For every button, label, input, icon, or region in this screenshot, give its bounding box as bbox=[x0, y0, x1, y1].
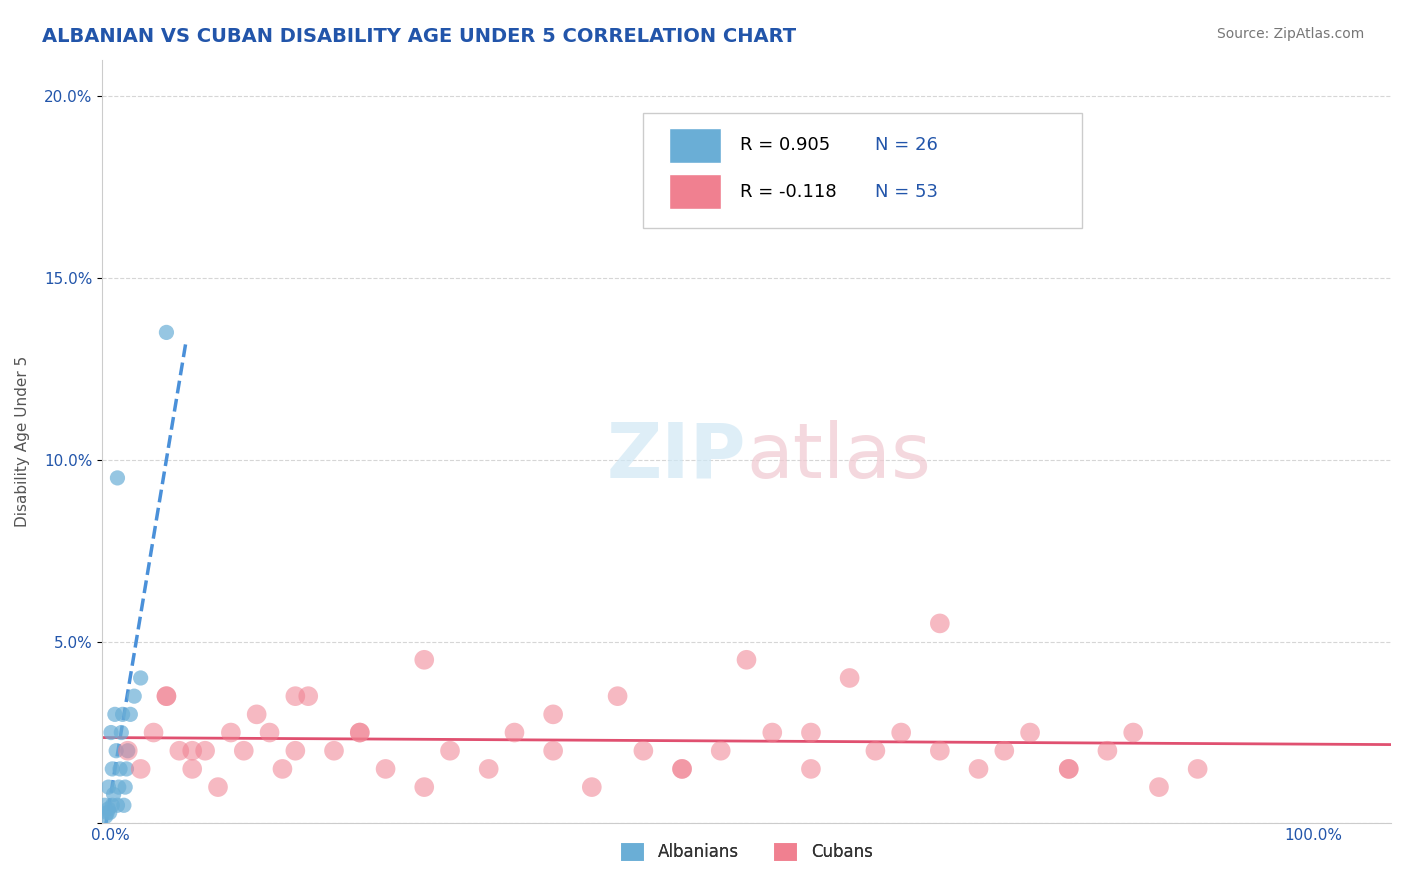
Legend: Albanians, Cubans: Albanians, Cubans bbox=[613, 835, 880, 869]
Text: atlas: atlas bbox=[747, 420, 931, 494]
Point bbox=[928, 744, 950, 758]
Point bbox=[219, 725, 242, 739]
Point bbox=[105, 744, 128, 758]
Point bbox=[117, 744, 139, 758]
Point bbox=[112, 798, 135, 813]
Point bbox=[581, 780, 603, 794]
Point bbox=[155, 689, 177, 703]
Point bbox=[169, 744, 191, 758]
Point bbox=[1147, 780, 1170, 794]
FancyBboxPatch shape bbox=[669, 174, 721, 209]
Point bbox=[181, 762, 204, 776]
Text: R = 0.905: R = 0.905 bbox=[740, 136, 831, 154]
Text: ALBANIAN VS CUBAN DISABILITY AGE UNDER 5 CORRELATION CHART: ALBANIAN VS CUBAN DISABILITY AGE UNDER 5… bbox=[42, 27, 796, 45]
Point bbox=[761, 725, 783, 739]
Point bbox=[1057, 762, 1080, 776]
Point bbox=[115, 762, 138, 776]
Point bbox=[129, 671, 152, 685]
Point bbox=[129, 762, 152, 776]
Text: N = 26: N = 26 bbox=[876, 136, 938, 154]
Point bbox=[97, 780, 120, 794]
Text: R = -0.118: R = -0.118 bbox=[740, 183, 837, 201]
Point bbox=[323, 744, 346, 758]
Point bbox=[246, 707, 269, 722]
Point bbox=[110, 725, 132, 739]
Point bbox=[114, 780, 136, 794]
Point bbox=[181, 744, 204, 758]
Point bbox=[374, 762, 396, 776]
Point bbox=[194, 744, 217, 758]
Text: ZIP: ZIP bbox=[607, 420, 747, 494]
Point bbox=[107, 471, 129, 485]
Point bbox=[967, 762, 990, 776]
Point bbox=[413, 653, 436, 667]
Point bbox=[107, 798, 129, 813]
Point bbox=[142, 725, 165, 739]
Point bbox=[122, 689, 145, 703]
Point bbox=[104, 707, 127, 722]
Point bbox=[111, 707, 134, 722]
Point bbox=[671, 762, 693, 776]
Point bbox=[838, 671, 860, 685]
Point bbox=[710, 744, 733, 758]
FancyBboxPatch shape bbox=[669, 128, 721, 162]
Point bbox=[259, 725, 281, 739]
Point bbox=[606, 689, 628, 703]
Point bbox=[1187, 762, 1209, 776]
Text: N = 53: N = 53 bbox=[876, 183, 938, 201]
Point bbox=[107, 780, 129, 794]
Point bbox=[1057, 762, 1080, 776]
Point bbox=[349, 725, 371, 739]
Point bbox=[207, 780, 229, 794]
Point bbox=[865, 744, 887, 758]
Point bbox=[100, 725, 122, 739]
Point bbox=[1019, 725, 1042, 739]
Point bbox=[633, 744, 655, 758]
Point bbox=[671, 762, 693, 776]
Point bbox=[101, 762, 124, 776]
Point bbox=[928, 616, 950, 631]
Point bbox=[96, 805, 118, 820]
Point bbox=[155, 326, 177, 340]
Point bbox=[284, 689, 307, 703]
Point bbox=[541, 707, 564, 722]
Point bbox=[349, 725, 371, 739]
Point bbox=[439, 744, 461, 758]
Point bbox=[98, 805, 121, 820]
Point bbox=[284, 744, 307, 758]
Point bbox=[103, 788, 125, 802]
Point bbox=[800, 762, 823, 776]
Point bbox=[108, 762, 131, 776]
Y-axis label: Disability Age Under 5: Disability Age Under 5 bbox=[15, 356, 30, 527]
Point bbox=[232, 744, 254, 758]
Point bbox=[541, 744, 564, 758]
FancyBboxPatch shape bbox=[644, 113, 1081, 227]
Point bbox=[93, 798, 115, 813]
Point bbox=[993, 744, 1015, 758]
Point bbox=[735, 653, 758, 667]
Text: 0.0%: 0.0% bbox=[91, 828, 131, 843]
Point bbox=[101, 798, 124, 813]
Point bbox=[271, 762, 294, 776]
Point bbox=[1122, 725, 1144, 739]
Point bbox=[94, 809, 117, 823]
Point bbox=[800, 725, 823, 739]
Point bbox=[478, 762, 501, 776]
Point bbox=[155, 689, 177, 703]
Point bbox=[120, 707, 142, 722]
Point bbox=[413, 780, 436, 794]
Point bbox=[97, 802, 120, 816]
Point bbox=[503, 725, 526, 739]
Point bbox=[890, 725, 912, 739]
Text: 100.0%: 100.0% bbox=[1285, 828, 1343, 843]
Point bbox=[117, 744, 139, 758]
Point bbox=[297, 689, 319, 703]
Text: Source: ZipAtlas.com: Source: ZipAtlas.com bbox=[1216, 27, 1364, 41]
Point bbox=[1097, 744, 1119, 758]
